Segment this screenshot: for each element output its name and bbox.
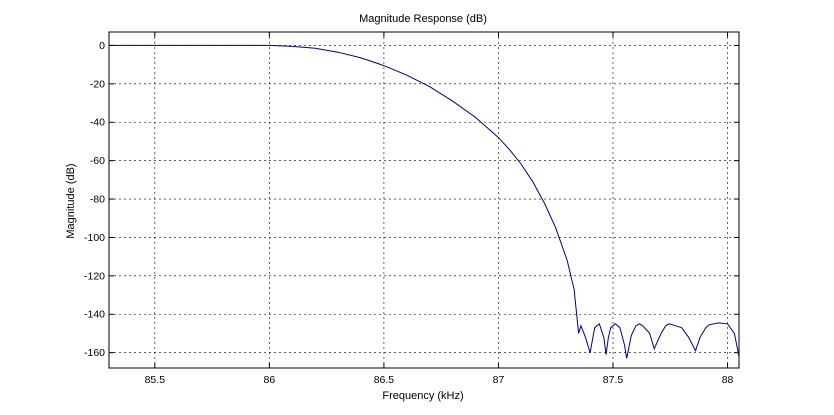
x-tick-label: 85.5 — [145, 374, 166, 386]
x-tick-label: 86 — [264, 374, 276, 386]
y-tick-label: 0 — [99, 40, 105, 52]
x-axis-label: Frequency (kHz) — [382, 390, 463, 402]
x-tick-label: 87 — [493, 374, 505, 386]
y-tick-label: -120 — [84, 270, 105, 282]
magnitude-response-line — [109, 44, 739, 359]
x-tick-label: 87.5 — [603, 374, 624, 386]
y-tick-label: -40 — [90, 117, 105, 129]
y-tick-label: -140 — [84, 309, 105, 321]
axes-box — [108, 31, 740, 369]
y-axis-label: Magnitude (dB) — [65, 163, 77, 238]
y-tick-label: -160 — [84, 347, 105, 359]
x-tick-label: 86.5 — [374, 374, 395, 386]
y-tick-label: -100 — [84, 232, 105, 244]
plot-area — [109, 32, 739, 368]
x-tick-label: 88 — [722, 374, 734, 386]
y-tick-label: -20 — [90, 78, 105, 90]
y-tick-label: -80 — [90, 194, 105, 206]
y-tick-label: -60 — [90, 155, 105, 167]
chart-title: Magnitude Response (dB) — [359, 13, 487, 25]
